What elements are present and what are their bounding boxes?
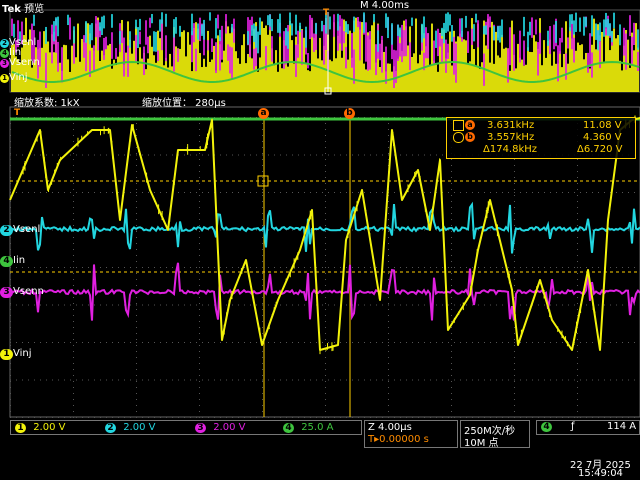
cursor-a-volt: 11.08 V [583, 120, 622, 131]
brand-label: Tek 预览 [2, 0, 44, 15]
acquisition-readout[interactable]: 250M次/秒 10M 点 [460, 420, 530, 449]
sample-rate: 250M次/秒 [464, 426, 516, 437]
ch1-scale[interactable]: 1 2.00 V [15, 422, 65, 433]
zoom-factor: 缩放系数: 1kX [14, 98, 80, 109]
overview-label-iin: 4 Iin [0, 48, 40, 58]
overview-channel-labels: 2 Vsenl 4 Iin 3 Vsenn 1 Vinj [0, 38, 40, 84]
zoom-time: Z 4.00µs [368, 422, 412, 433]
horizontal-readout[interactable]: Z 4.00µs T▸0.00000 s [364, 420, 458, 448]
cursor-readout: a 3.631kHz 11.08 V b 3.557kHz 4.360 V Δ1… [446, 117, 636, 159]
overview-label-vinj: 1 Vinj [0, 72, 40, 84]
cursor-b-freq: 3.557kHz [487, 132, 535, 143]
trigger-channel: 4 [541, 422, 552, 432]
channel-label-vinj[interactable]: 1 Vinj [0, 348, 32, 360]
cursor-delta-row: Δ174.8kHz Δ6.720 V [453, 144, 631, 157]
cursor-delta-freq: Δ174.8kHz [483, 144, 538, 155]
main-trigger-marker: T [14, 108, 21, 118]
channel-label-vsenn[interactable]: 3 Vsenn [0, 286, 44, 298]
cursor-a-row: a 3.631kHz 11.08 V [453, 120, 631, 133]
main-waveforms [9, 115, 640, 355]
oscilloscope-display [9, 9, 640, 418]
cursor-a-square-icon [453, 120, 464, 131]
overview-label-vsenn: 3 Vsenn [0, 58, 40, 68]
channel-label-vsenl[interactable]: 2 Vsenl [0, 224, 40, 236]
overview-label-vsenl: 2 Vsenl [0, 38, 40, 48]
status-bar: 1 2.00 V 2 2.00 V 3 2.00 V 4 25.0 A Z 4.… [0, 420, 640, 480]
cursor-b-row: b 3.557kHz 4.360 V [453, 132, 631, 145]
date-display: 22 7月 2025 [570, 460, 631, 471]
ch4-scale[interactable]: 4 25.0 A [283, 422, 333, 433]
acquisition-mode: 预览 [24, 4, 45, 15]
channel-label-iin[interactable]: 4 Iin [0, 255, 25, 267]
record-length: 10M 点 [464, 438, 499, 449]
trigger-position: T▸0.00000 s [368, 434, 429, 445]
trigger-slope-icon: ƒ [571, 421, 575, 432]
cursor-b-circle-icon [453, 132, 464, 143]
trigger-readout[interactable]: 4 ƒ 114 A [536, 420, 640, 435]
zoom-position: 缩放位置： 280µs [142, 98, 226, 109]
brand-text: Tek [2, 4, 21, 15]
ch3-scale[interactable]: 3 2.00 V [195, 422, 245, 433]
overview-waveforms [11, 12, 640, 92]
ch2-scale[interactable]: 2 2.00 V [105, 422, 155, 433]
overview-trigger-marker: T [323, 8, 330, 18]
timebase-readout[interactable]: M 4.00ms [360, 0, 410, 11]
cursor-b-handle[interactable]: b [344, 108, 355, 119]
cursor-delta-volt: Δ6.720 V [577, 144, 623, 155]
time-display: 15:49:04 [578, 468, 623, 479]
cursor-a-handle[interactable]: a [258, 108, 269, 119]
trigger-level: 114 A [607, 421, 637, 432]
cursor-a-freq: 3.631kHz [487, 120, 535, 131]
channel-scale-bar: 1 2.00 V 2 2.00 V 3 2.00 V 4 25.0 A [10, 420, 362, 435]
cursor-b-volt: 4.360 V [583, 132, 622, 143]
